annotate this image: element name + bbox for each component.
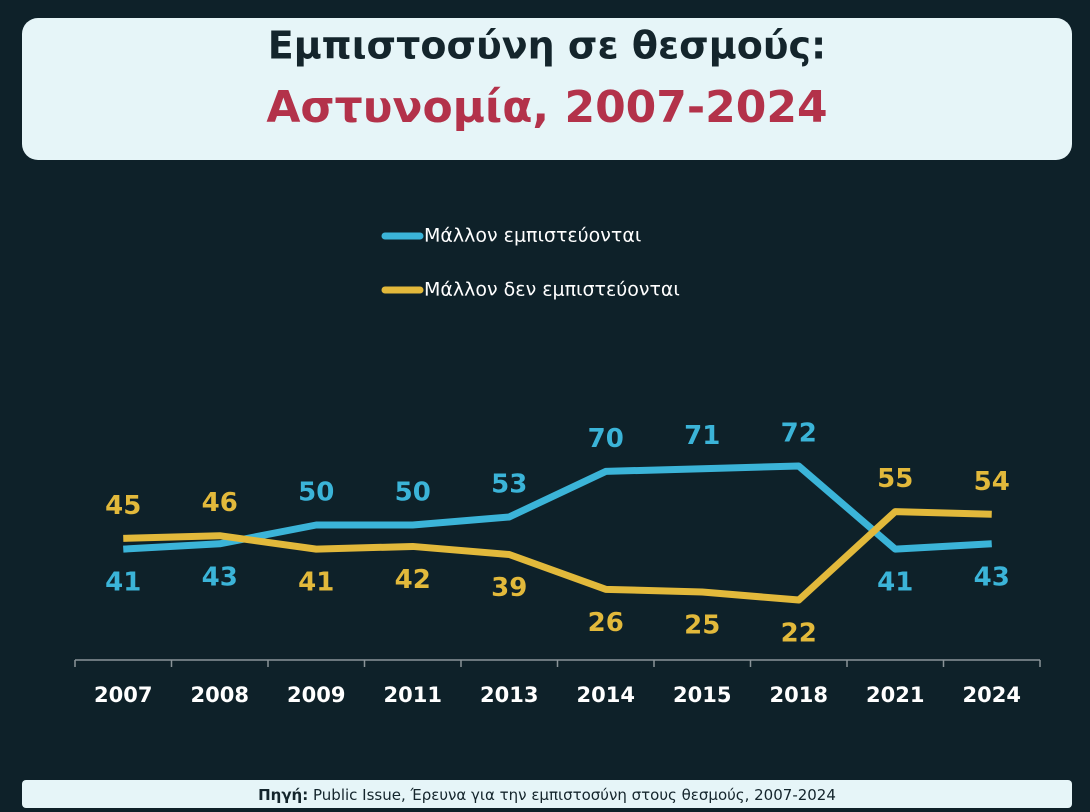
x-tick-label: 2015 [673,683,731,707]
x-tick-label: 2024 [963,683,1021,707]
x-tick-label: 2018 [770,683,828,707]
data-label: 43 [202,562,238,592]
data-label: 26 [588,608,624,638]
data-label: 43 [974,562,1010,592]
x-tick-label: 2013 [480,683,538,707]
source-box [22,780,1072,808]
data-label: 25 [684,611,720,641]
data-label: 41 [877,568,913,598]
source-text: Public Issue, Έρευνα για την εμπιστοσύνη… [313,786,836,804]
x-tick-label: 2009 [287,683,345,707]
data-label: 50 [298,478,334,508]
series-line [123,508,992,604]
source-label: Πηγή: [258,786,308,804]
x-tick-label: 2014 [577,683,635,707]
x-tick-label: 2007 [94,683,152,707]
title-box [22,18,1072,160]
x-tick-label: 2021 [866,683,924,707]
data-label: 71 [684,421,720,451]
data-label: 72 [781,419,817,449]
data-label: 70 [588,424,624,454]
source-note: Πηγή: Public Issue, Έρευνα για την εμπισ… [258,786,836,804]
data-label: 54 [974,467,1010,497]
legend-label: Μάλλον εμπιστεύονται [424,225,641,247]
data-label: 45 [105,491,141,521]
legend-label: Μάλλον δεν εμπιστεύονται [424,279,680,301]
data-label: 39 [491,573,527,603]
series-line [123,462,992,553]
chart-title: Εμπιστοσύνη σε θεσμούς: [268,24,826,68]
data-label: 41 [298,568,334,598]
data-label: 53 [491,469,527,499]
x-tick-label: 2008 [191,683,249,707]
data-label: 46 [202,488,238,518]
data-label: 22 [781,619,817,649]
data-label: 41 [105,568,141,598]
data-label: 55 [877,464,913,494]
chart-subtitle: Αστυνομία, 2007-2024 [266,82,827,133]
data-label: 42 [395,565,431,595]
data-label: 50 [395,478,431,508]
x-tick-label: 2011 [384,683,442,707]
